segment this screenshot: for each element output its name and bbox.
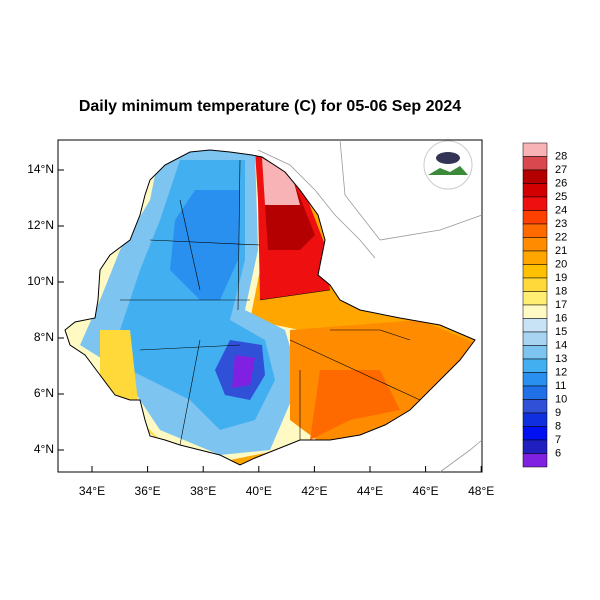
- colorbar-swatch: [522, 358, 548, 373]
- colorbar-label: 6: [555, 447, 561, 459]
- colorbar-label: 10: [555, 393, 567, 405]
- y-tick-label: 14°N: [27, 162, 54, 176]
- colorbar-label: 7: [555, 434, 561, 446]
- colorbar-swatch: [522, 412, 548, 427]
- colorbar-swatch: [522, 169, 548, 184]
- colorbar-swatch: [522, 237, 548, 252]
- colorbar-label: 22: [555, 231, 567, 243]
- colorbar-label: 23: [555, 218, 567, 230]
- colorbar-swatch: [522, 331, 548, 346]
- x-tick-label: 38°E: [190, 484, 216, 498]
- colorbar-label: 12: [555, 366, 567, 378]
- colorbar-label: 27: [555, 164, 567, 176]
- colorbar-swatch: [522, 250, 548, 265]
- colorbar-label: 11: [555, 380, 566, 392]
- colorbar-swatch: [522, 291, 548, 306]
- colorbar-label: 19: [555, 272, 567, 284]
- colorbar-swatch: [522, 264, 548, 279]
- colorbar-label: 20: [555, 258, 567, 270]
- colorbar-label: 17: [555, 299, 567, 311]
- colorbar-swatch: [522, 304, 548, 319]
- colorbar-swatch: [522, 210, 548, 225]
- region-borders: [120, 159, 421, 446]
- x-tick-label: 46°E: [413, 484, 439, 498]
- y-tick-label: 4°N: [34, 442, 54, 456]
- colorbar-swatch: [522, 399, 548, 414]
- colorbar-label: 18: [555, 285, 567, 297]
- colorbar-swatch: [522, 196, 548, 211]
- colorbar-swatch: [522, 183, 548, 198]
- colorbar-swatch: [522, 142, 548, 157]
- colorbar-label: 25: [555, 191, 567, 203]
- colorbar-label: 13: [555, 353, 567, 365]
- colorbar-label: 16: [555, 312, 567, 324]
- x-tick-label: 44°E: [357, 484, 383, 498]
- colorbar-label: 14: [555, 339, 567, 351]
- neighbor-borders: [257, 139, 483, 473]
- colorbar-swatch: [522, 156, 548, 171]
- x-tick-label: 34°E: [79, 484, 105, 498]
- map-title: Daily minimum temperature (C) for 05-06 …: [79, 98, 461, 115]
- colorbar-swatch: [522, 372, 548, 387]
- colorbar-label: 21: [555, 245, 567, 257]
- colorbar-swatch: [522, 426, 548, 441]
- colorbar-swatch: [522, 439, 548, 454]
- colorbar-label: 26: [555, 177, 567, 189]
- x-tick-label: 40°E: [246, 484, 272, 498]
- x-tick-label: 48°E: [468, 484, 494, 498]
- x-tick-label: 42°E: [301, 484, 327, 498]
- colorbar-label: 8: [555, 420, 561, 432]
- colorbar-label: 28: [555, 150, 567, 162]
- y-tick-label: 6°N: [34, 386, 54, 400]
- colorbar-swatch: [522, 223, 548, 238]
- colorbar-swatch: [522, 318, 548, 333]
- colorbar-swatch: [522, 453, 548, 468]
- colorbar-label: 24: [555, 204, 567, 216]
- y-tick-label: 8°N: [34, 330, 54, 344]
- logo: [423, 140, 473, 190]
- colorbar-label: 9: [555, 407, 561, 419]
- x-tick-label: 36°E: [135, 484, 161, 498]
- y-tick-label: 10°N: [27, 274, 54, 288]
- colorbar-label: 15: [555, 326, 567, 338]
- y-tick-label: 12°N: [27, 218, 54, 232]
- colorbar-swatch: [522, 345, 548, 360]
- colorbar-swatch: [522, 385, 548, 400]
- colorbar-swatch: [522, 277, 548, 292]
